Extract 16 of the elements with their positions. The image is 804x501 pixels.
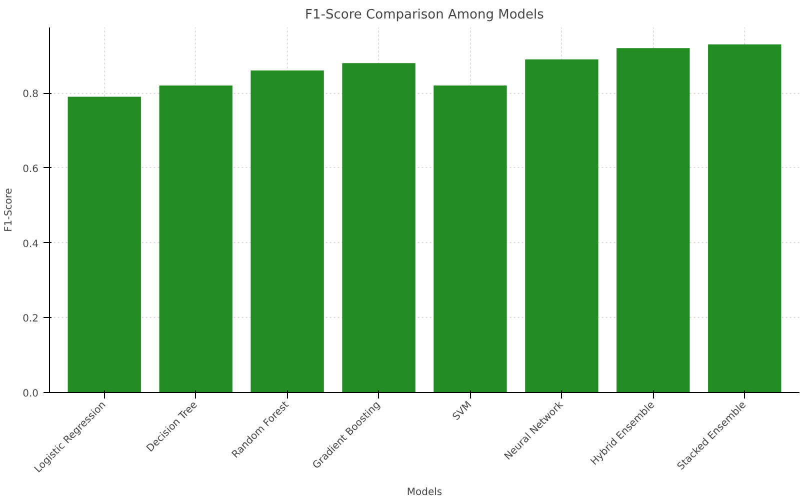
y-tick-label: 0.4 [22,238,39,250]
y-tick-label: 0.6 [22,164,39,175]
bar [434,86,507,392]
y-tick-label: 0.2 [22,314,39,325]
y-tick-label: 0.0 [22,388,39,400]
bar [159,86,232,392]
bar [708,44,782,392]
x-axis-title: Models [406,487,442,498]
y-axis-title: F1-Score [4,188,15,232]
bar [250,70,324,392]
bar [68,96,141,392]
bar [342,63,416,392]
bar [616,48,690,392]
chart-title: F1-Score Comparison Among Models [305,8,544,22]
bar [525,59,598,392]
y-tick-label: 0.8 [22,89,39,100]
